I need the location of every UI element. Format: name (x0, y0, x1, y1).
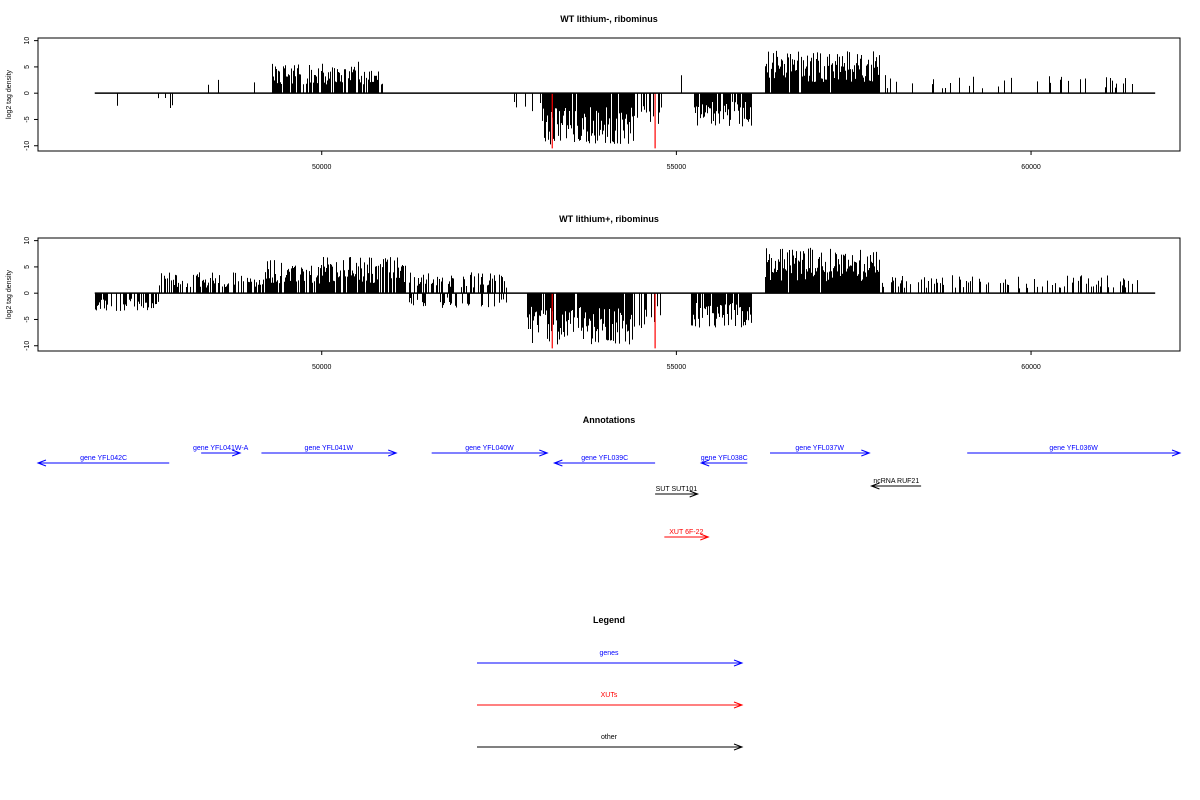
arrow-head (870, 482, 880, 490)
annotation-item: XUT 6F-22 (664, 529, 710, 541)
legend-panel: Legend genes XUTs other (477, 615, 744, 751)
arrow-head (861, 449, 871, 457)
arrow-head (539, 449, 549, 457)
data-bars (95, 247, 1138, 349)
annotation-label: XUT 6F-22 (669, 529, 703, 536)
x-tick-label: 60000 (1021, 364, 1041, 371)
plot-frame (37, 237, 1181, 352)
annotation-label: gene YFL040W (465, 445, 514, 452)
annotation-label: gene YFL037W (795, 445, 844, 452)
annotation-label: gene YFL042C (80, 455, 127, 462)
panel-lithium-minus: WT lithium-, ribominus log2 tag density -1… (6, 14, 1181, 171)
arrow-head (699, 459, 710, 467)
y-tick-label: 10 (24, 37, 31, 45)
x-tick-label: 60000 (1021, 164, 1041, 171)
x-tick-label: 50000 (312, 364, 332, 371)
y-tick-label: 0 (24, 291, 31, 295)
arrow-head (552, 459, 563, 467)
y-tick-label: 0 (24, 91, 31, 95)
arrow-head (733, 659, 744, 667)
annotation-item: gene YFL042C (36, 455, 170, 467)
legend-label: other (601, 734, 618, 741)
legend-item: XUTs (477, 692, 744, 709)
annotation-label: ncRNA RUF21 (873, 478, 919, 485)
arrow-head (388, 449, 398, 457)
arrow-head (700, 533, 710, 541)
arrow-head (36, 459, 47, 467)
panel-lithium-plus: WT lithium+, ribominus log2 tag density -1… (6, 214, 1181, 371)
annotation-item: gene YFL036W (967, 445, 1182, 457)
arrow-head (733, 743, 744, 751)
annotation-label: gene YFL041W-A (193, 445, 249, 452)
y-tick-label: -10 (24, 141, 31, 151)
legend-label: XUTs (601, 692, 618, 699)
annotation-label: SUT SUT101 (656, 486, 698, 493)
y-tick-label: -10 (24, 341, 31, 351)
legend-item: other (477, 734, 744, 751)
annotation-item: gene YFL037W (770, 445, 871, 457)
y-axis-label: log2 tag density (6, 69, 13, 119)
y-tick-label: -5 (24, 116, 31, 122)
y-tick-label: -5 (24, 316, 31, 322)
arrow-head (231, 449, 242, 457)
arrow-head (733, 701, 744, 709)
chart-title: WT lithium+, ribominus (559, 214, 659, 224)
annotation-item: ncRNA RUF21 (870, 478, 922, 490)
annotation-label: gene YFL038C (701, 455, 748, 462)
y-tick-label: 5 (24, 65, 31, 69)
annotation-label: gene YFL036W (1049, 445, 1098, 452)
x-tick-label: 55000 (667, 364, 687, 371)
annotation-label: gene YFL039C (581, 455, 628, 462)
chart-title: WT lithium-, ribominus (560, 14, 658, 24)
legend-item: genes (477, 650, 744, 667)
annotation-item: gene YFL041W (261, 445, 398, 457)
annotation-item: gene YFL040W (431, 445, 549, 457)
annotation-label: gene YFL041W (305, 445, 354, 452)
data-bars (117, 50, 1133, 149)
y-tick-label: 5 (24, 265, 31, 269)
annotations-title: Annotations (583, 415, 636, 425)
plot-frame (37, 37, 1181, 152)
legend-title: Legend (593, 615, 625, 625)
annotations-panel: Annotations gene YFL042C gene YFL041W-A gen… (36, 415, 1182, 541)
legend-label: genes (599, 650, 619, 657)
annotation-item: gene YFL038C (699, 455, 748, 467)
annotation-item: gene YFL039C (552, 455, 656, 467)
annotation-item: gene YFL041W-A (193, 445, 249, 457)
x-tick-label: 55000 (667, 164, 687, 171)
annotation-item: SUT SUT101 (655, 486, 700, 498)
y-axis-label: log2 tag density (6, 269, 13, 319)
y-tick-label: 10 (24, 237, 31, 245)
x-tick-label: 50000 (312, 164, 332, 171)
arrow-head (1171, 449, 1182, 457)
arrow-head (689, 490, 700, 498)
